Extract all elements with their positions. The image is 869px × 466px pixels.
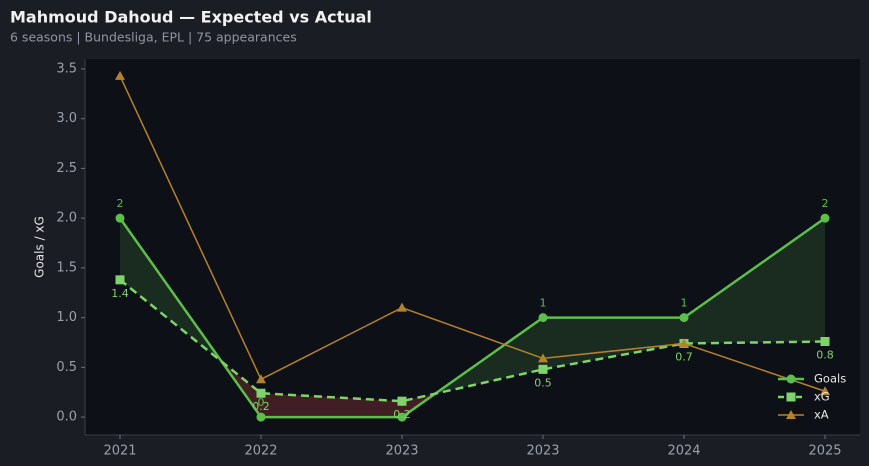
- point: [256, 374, 266, 384]
- legend-marker: [786, 410, 796, 419]
- data-label: 0.7: [675, 350, 693, 363]
- data-label: 0: [258, 396, 265, 409]
- data-label: 0.2: [252, 400, 270, 413]
- legend-label: Goals: [814, 372, 846, 386]
- point: [820, 213, 830, 223]
- x-tick-label: 2021: [103, 444, 136, 459]
- y-tick-label: 2.0: [56, 211, 77, 226]
- point: [115, 70, 125, 80]
- point: [256, 388, 266, 398]
- gap-fill: [684, 218, 825, 344]
- data-label: 0.5: [534, 376, 552, 389]
- point: [115, 275, 125, 285]
- legend-marker: [786, 374, 796, 384]
- point: [397, 412, 407, 422]
- data-label: 1: [681, 297, 688, 310]
- point: [538, 353, 548, 363]
- data-label: 0.2: [393, 408, 411, 421]
- legend-label: xG: [814, 390, 830, 404]
- x-tick-label: 2023: [385, 444, 418, 459]
- point: [115, 213, 125, 223]
- series-line: [119, 75, 826, 392]
- data-label: 0.8: [816, 348, 834, 361]
- chart-subtitle: 6 seasons | Bundesliga, EPL | 75 appeara…: [10, 30, 297, 45]
- point: [256, 412, 266, 422]
- plot-area: [85, 59, 860, 435]
- point: [397, 396, 407, 406]
- point: [538, 313, 548, 323]
- y-tick-label: 2.5: [56, 161, 77, 176]
- data-label: 2: [117, 197, 124, 210]
- x-tick-label: 2024: [667, 444, 700, 459]
- x-tick-label: 2023: [526, 444, 559, 459]
- point: [679, 338, 689, 348]
- series-line: [118, 217, 826, 419]
- point: [397, 302, 407, 312]
- x-tick-label: 2022: [244, 444, 277, 459]
- legend-marker: [786, 392, 796, 402]
- legend-label: xA: [814, 408, 829, 422]
- y-tick-label: 3.0: [56, 111, 77, 126]
- y-tick-label: 1.0: [56, 310, 77, 325]
- y-tick-label: 0.5: [56, 360, 77, 375]
- x-tick-label: 2025: [808, 444, 841, 459]
- point: [679, 313, 689, 323]
- point: [820, 386, 830, 396]
- point: [538, 364, 548, 374]
- point: [820, 336, 830, 346]
- y-tick-label: 1.5: [56, 260, 77, 275]
- y-tick-label: 0.0: [56, 410, 77, 425]
- data-label: 2: [822, 197, 829, 210]
- y-axis-label: Goals / xG: [33, 216, 47, 278]
- chart-title: Mahmoud Dahoud — Expected vs Actual: [10, 8, 372, 27]
- y-tick-label: 3.5: [56, 61, 77, 76]
- series-line: [119, 278, 826, 403]
- data-label: 1: [540, 297, 547, 310]
- gap-fill: [543, 317, 684, 370]
- data-label: 1.4: [111, 287, 129, 300]
